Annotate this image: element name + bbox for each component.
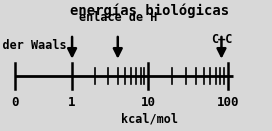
Text: van der Waals: van der Waals	[0, 39, 67, 52]
Text: 0: 0	[11, 96, 19, 109]
Text: kcal/mol: kcal/mol	[121, 113, 178, 126]
Text: energías biológicas: energías biológicas	[70, 4, 229, 18]
Text: enlace de H: enlace de H	[79, 11, 157, 24]
Text: C—C: C—C	[211, 33, 232, 46]
Text: 1: 1	[68, 96, 76, 109]
Text: 10: 10	[140, 96, 156, 109]
Text: 100: 100	[217, 96, 239, 109]
